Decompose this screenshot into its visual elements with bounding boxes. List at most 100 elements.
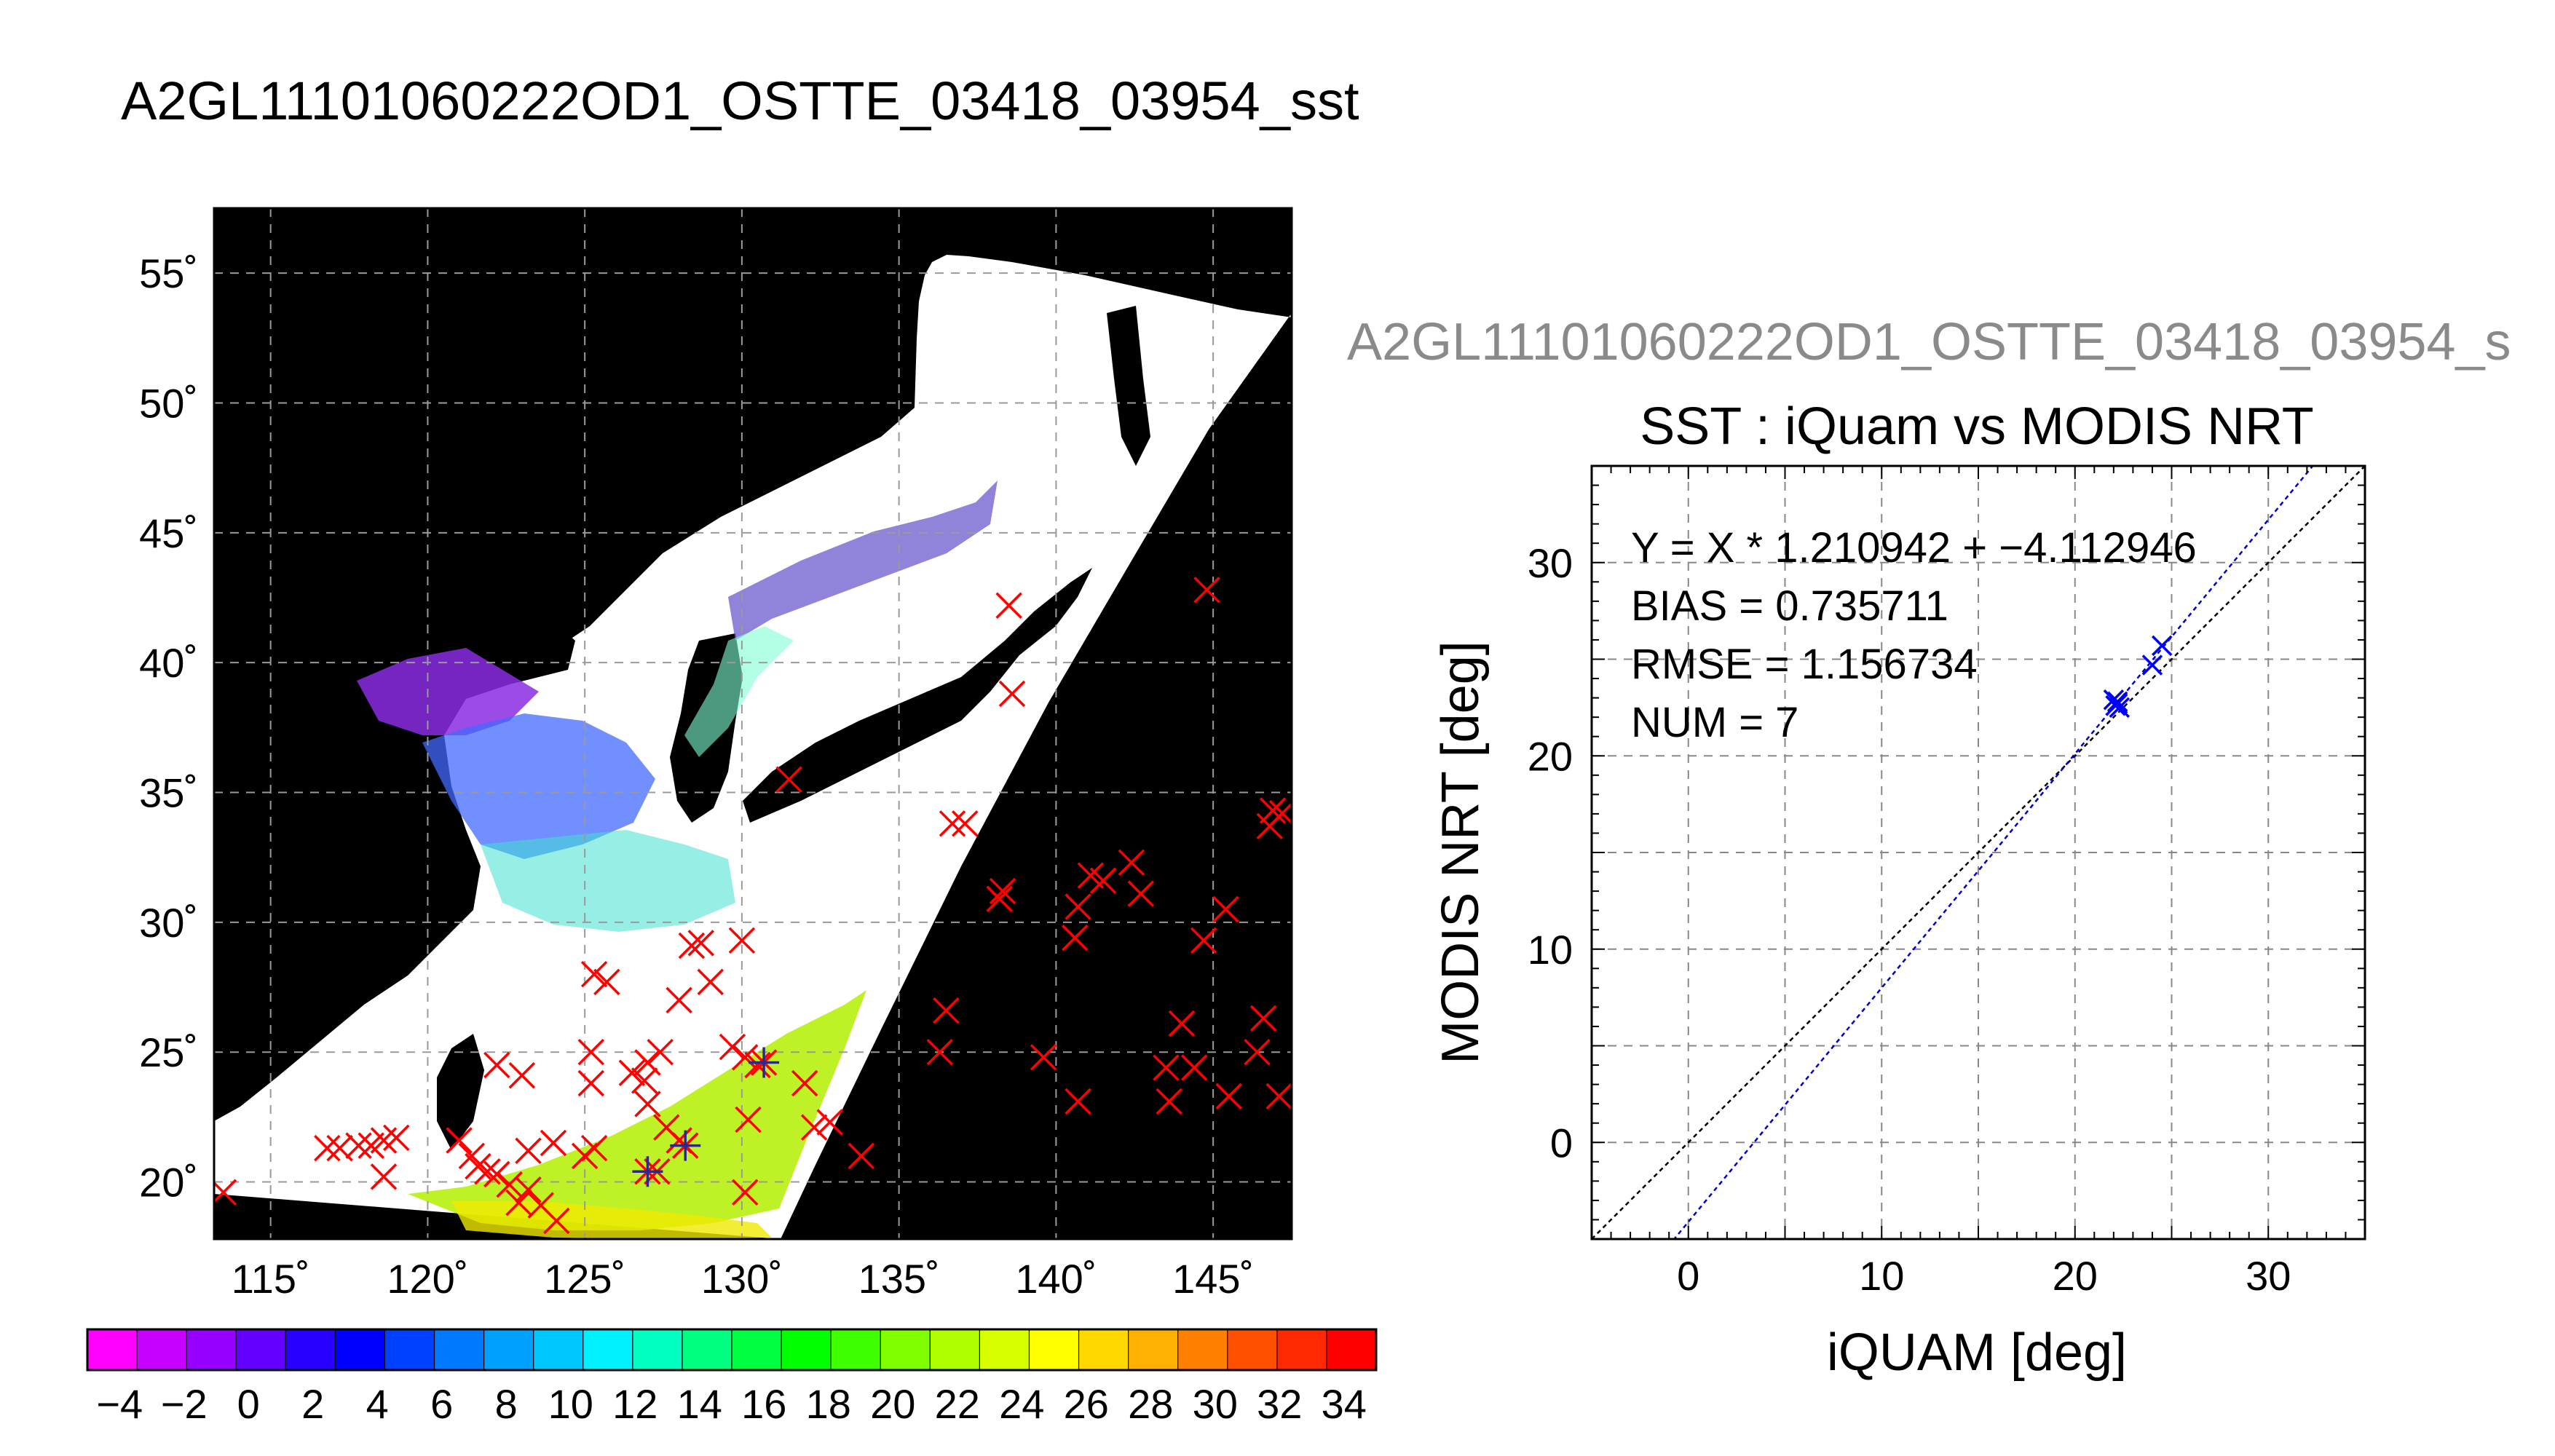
red-x-marker xyxy=(800,1114,828,1141)
red-x-marker xyxy=(1259,797,1287,824)
red-x-marker xyxy=(345,1132,372,1159)
map-x-tick-label: 135˚ xyxy=(858,1256,940,1302)
colorbar-tick-label: 30 xyxy=(1193,1381,1238,1427)
red-x-marker xyxy=(744,1051,771,1079)
star-marker xyxy=(670,1130,701,1161)
map-y-tick-label: 30˚ xyxy=(139,900,198,946)
colorbar-cells xyxy=(87,1329,1377,1370)
scatter-x-label: iQUAM [deg] xyxy=(1827,1324,2127,1382)
map-x-tick-label: 130˚ xyxy=(701,1256,783,1302)
scatter-x-tick-label: 0 xyxy=(1677,1253,1699,1299)
red-x-marker xyxy=(939,810,966,837)
colorbar-tick-label: 34 xyxy=(1322,1381,1367,1427)
map-y-tick-label: 45˚ xyxy=(139,510,198,556)
scatter-annotations: Y = X * 1.210942 + −4.112946 BIAS = 0.735… xyxy=(1631,524,2197,746)
map-x-tick-label: 140˚ xyxy=(1015,1256,1097,1302)
red-x-marker xyxy=(540,1129,567,1157)
red-x-marker xyxy=(1118,849,1145,877)
sst-japan-sea-coast xyxy=(684,626,794,757)
red-x-marker xyxy=(515,1176,542,1203)
satellite-swath xyxy=(214,255,1292,1239)
map-frame xyxy=(213,207,1293,1241)
colorbar-cell xyxy=(236,1329,286,1370)
red-x-marker xyxy=(370,1163,398,1190)
red-x-marker xyxy=(735,1106,762,1133)
red-x-marker xyxy=(580,960,608,988)
scatter-point xyxy=(2106,693,2128,714)
colorbar-tick-label: 32 xyxy=(1257,1381,1302,1427)
red-x-marker xyxy=(1249,1005,1277,1032)
red-x-marker xyxy=(1181,1054,1208,1081)
red-x-marker xyxy=(933,997,960,1024)
star-marker xyxy=(749,1047,780,1078)
colorbar-cell xyxy=(533,1329,584,1370)
colorbar-cell xyxy=(1326,1329,1377,1370)
red-x-marker xyxy=(1030,1044,1057,1071)
red-x-marker xyxy=(446,1127,473,1154)
scatter-point xyxy=(2106,691,2128,713)
scatter-point xyxy=(2151,635,2173,657)
red-x-marker xyxy=(1193,577,1220,604)
red-x-marker xyxy=(483,1051,510,1079)
red-x-marker xyxy=(986,885,1013,912)
colorbar-tick-label: 28 xyxy=(1128,1381,1173,1427)
colorbar-cell xyxy=(1078,1329,1129,1370)
sst-japan-sea-north xyxy=(728,480,998,641)
colorbar-cell xyxy=(1177,1329,1228,1370)
map-x-tick-label: 115˚ xyxy=(232,1256,310,1302)
scatter-subtitle: A2GL11101060222OD1_OSTTE_03418_03954_s xyxy=(1347,313,2511,371)
scatter-y-tick-label: 20 xyxy=(1528,733,1573,779)
colorbar-tick-label: 0 xyxy=(237,1381,260,1427)
red-x-marker xyxy=(687,930,715,957)
red-x-marker xyxy=(496,1171,523,1198)
red-x-marker xyxy=(998,680,1026,708)
colorbar-cell xyxy=(1029,1329,1080,1370)
scatter-annotation: NUM = 7 xyxy=(1631,699,1798,746)
colorbar-cell xyxy=(137,1329,187,1370)
red-x-marker xyxy=(508,1062,536,1089)
red-x-marker xyxy=(989,877,1016,905)
map-x-tick-labels: 115˚ 120˚ 125˚ 130˚ 135˚ 140˚ 145˚ xyxy=(232,1256,1254,1302)
colorbar-tick-label: 22 xyxy=(935,1381,980,1427)
red-x-marker xyxy=(580,1134,608,1162)
red-x-marker xyxy=(383,1124,410,1152)
colorbar-cell xyxy=(186,1329,237,1370)
red-x-marker xyxy=(952,810,979,837)
map-x-tick-label: 145˚ xyxy=(1172,1256,1254,1302)
red-x-marker xyxy=(593,968,620,996)
colorbar-cell xyxy=(632,1329,683,1370)
red-x-marker xyxy=(1190,927,1217,954)
colorbar-cell xyxy=(1128,1329,1179,1370)
colorbar-tick-label: 18 xyxy=(806,1381,851,1427)
colorbar-frame xyxy=(86,1328,1378,1372)
scatter-point xyxy=(2141,654,2163,676)
colorbar-tick-label: 26 xyxy=(1064,1381,1109,1427)
red-x-marker xyxy=(465,1152,491,1180)
scatter-point xyxy=(2109,697,2131,719)
red-x-marker xyxy=(1156,1088,1182,1115)
colorbar-cell xyxy=(930,1329,980,1370)
scatter-y-tick-label: 30 xyxy=(1528,540,1573,586)
map-x-tick-label: 125˚ xyxy=(544,1256,625,1302)
colorbar-cell xyxy=(87,1329,138,1370)
red-x-marker xyxy=(1265,1083,1292,1110)
colorbar-cell xyxy=(335,1329,385,1370)
red-x-marker xyxy=(995,592,1022,619)
colorbar-tick-label: 14 xyxy=(677,1381,722,1427)
red-x-marker xyxy=(816,1109,843,1136)
star-marker xyxy=(632,1156,663,1187)
sst-yellow-sea xyxy=(422,713,655,859)
colorbar-cell xyxy=(583,1329,633,1370)
red-x-marker xyxy=(926,1038,953,1066)
red-x-marker xyxy=(1268,799,1292,827)
colorbar-tick-label: 24 xyxy=(999,1381,1044,1427)
colorbar-cell xyxy=(732,1329,782,1370)
red-x-marker xyxy=(1215,1083,1242,1110)
map-grid xyxy=(214,208,1292,1239)
sst-south-warm xyxy=(408,990,866,1230)
red-x-marker xyxy=(515,1137,542,1164)
red-x-marker xyxy=(848,1142,875,1170)
red-x-marker xyxy=(577,1038,605,1066)
red-x-marker xyxy=(678,932,706,960)
